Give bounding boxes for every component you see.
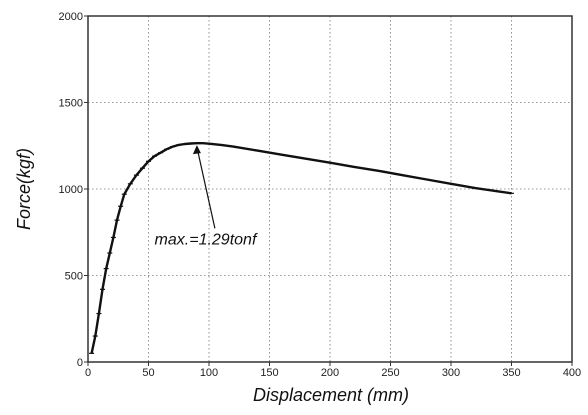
x-tick-label: 350	[502, 367, 520, 379]
y-tick-label: 1000	[59, 184, 83, 196]
x-tick-label: 200	[321, 367, 339, 379]
annotation-arrow	[196, 147, 216, 229]
y-tick-label: 2000	[59, 11, 83, 23]
x-tick-label: 0	[85, 367, 91, 379]
y-axis-title: Force(kgf)	[14, 148, 34, 230]
annotation-arrowhead	[192, 145, 201, 155]
annotation-label: max.=1.29tonf	[155, 231, 258, 248]
y-tick-label: 500	[65, 271, 83, 283]
x-tick-label: 250	[381, 367, 399, 379]
x-tick-label: 300	[442, 367, 460, 379]
x-tick-label: 400	[563, 367, 581, 379]
series-line	[90, 142, 512, 354]
x-tick-label: 150	[260, 367, 278, 379]
x-tick-label: 50	[142, 367, 154, 379]
y-tick-label: 1500	[59, 98, 83, 110]
x-axis-ticks: 0 50 100 150 200 250 300 350 400	[85, 362, 581, 379]
series-group	[89, 142, 514, 354]
x-tick-label: 100	[200, 367, 218, 379]
annotations: max.=1.29tonf	[155, 145, 258, 248]
grid	[88, 16, 572, 362]
y-axis-ticks: 0 500 1000 1500 2000	[59, 11, 88, 369]
y-tick-label: 0	[77, 357, 83, 369]
x-axis-title: Displacement (mm)	[253, 385, 409, 405]
